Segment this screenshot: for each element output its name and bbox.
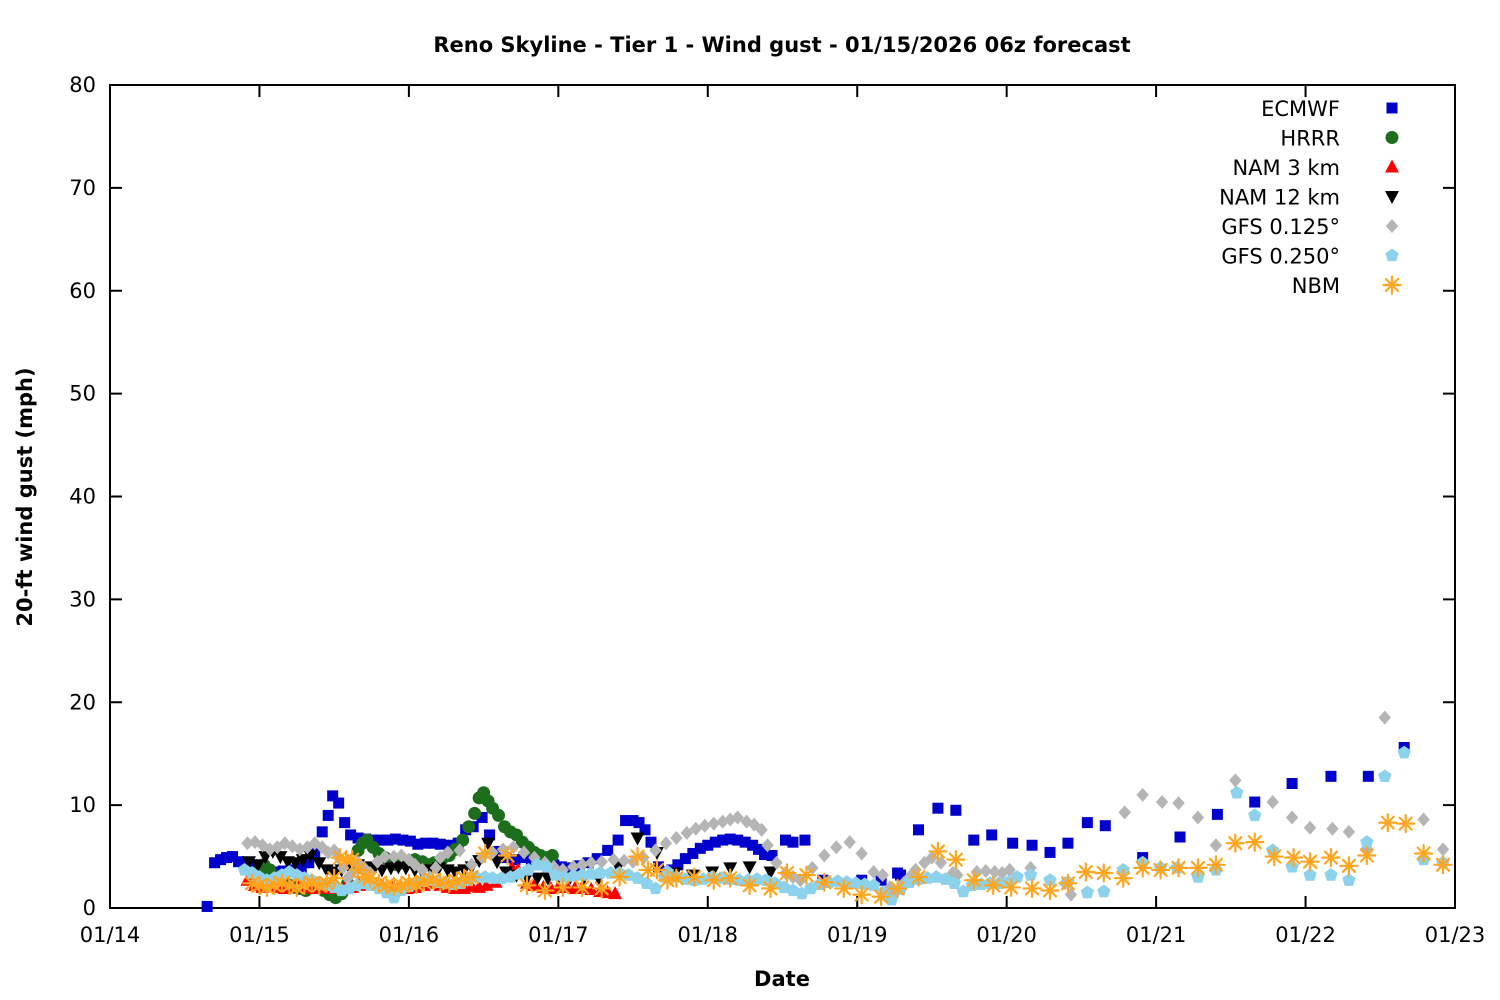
y-tick-label: 10 <box>69 793 96 817</box>
x-tick-label: 01/21 <box>1126 923 1187 947</box>
series-gfs-0-125 <box>241 710 1450 902</box>
legend-label: NAM 3 km <box>1232 156 1340 180</box>
x-tick-label: 01/16 <box>379 923 440 947</box>
legend-label: HRRR <box>1280 127 1340 151</box>
axis-ticks: 0 10 20 30 40 50 60 70 80 01/14 01/15 01/16 01/17 01/… <box>69 73 1485 947</box>
legend-label: NAM 12 km <box>1219 186 1340 210</box>
y-tick-label: 50 <box>69 382 96 406</box>
chart-legend: ECMWF HRRR NAM 3 km NAM 12 km GFS 0.125° GFS … <box>1219 97 1402 298</box>
legend-item-nbm: NBM <box>1292 274 1402 298</box>
y-tick-label: 0 <box>83 896 96 920</box>
y-tick-label: 60 <box>69 279 96 303</box>
series-nbm <box>242 813 1453 907</box>
y-tick-label: 80 <box>69 73 96 97</box>
legend-label: NBM <box>1292 274 1340 298</box>
legend-label: GFS 0.250° <box>1221 245 1340 269</box>
legend-item-nam-12-km: NAM 12 km <box>1219 186 1399 210</box>
x-tick-label: 01/17 <box>528 923 589 947</box>
x-tick-label: 01/15 <box>229 923 290 947</box>
legend-label: ECMWF <box>1261 97 1340 121</box>
legend-item-ecmwf: ECMWF <box>1261 97 1398 121</box>
x-tick-label: 01/14 <box>80 923 141 947</box>
y-tick-label: 40 <box>69 485 96 509</box>
x-tick-label: 01/23 <box>1425 923 1486 947</box>
y-tick-label: 30 <box>69 587 96 611</box>
data-series <box>201 710 1453 912</box>
legend-label: GFS 0.125° <box>1221 215 1340 239</box>
x-tick-label: 01/18 <box>678 923 739 947</box>
legend-item-nam-3-km: NAM 3 km <box>1232 156 1399 180</box>
x-tick-label: 01/19 <box>827 923 888 947</box>
chart-title: Reno Skyline - Tier 1 - Wind gust - 01/1… <box>433 33 1130 57</box>
x-tick-label: 01/20 <box>976 923 1037 947</box>
y-tick-label: 70 <box>69 176 96 200</box>
y-axis-label: 20-ft wind gust (mph) <box>13 367 37 626</box>
y-tick-label: 20 <box>69 690 96 714</box>
x-axis-label: Date <box>754 967 810 991</box>
x-tick-label: 01/22 <box>1275 923 1336 947</box>
legend-item-gfs-0-125: GFS 0.125° <box>1221 215 1399 239</box>
legend-item-gfs-0-250: GFS 0.250° <box>1221 245 1399 269</box>
legend-item-hrrr: HRRR <box>1280 127 1399 151</box>
